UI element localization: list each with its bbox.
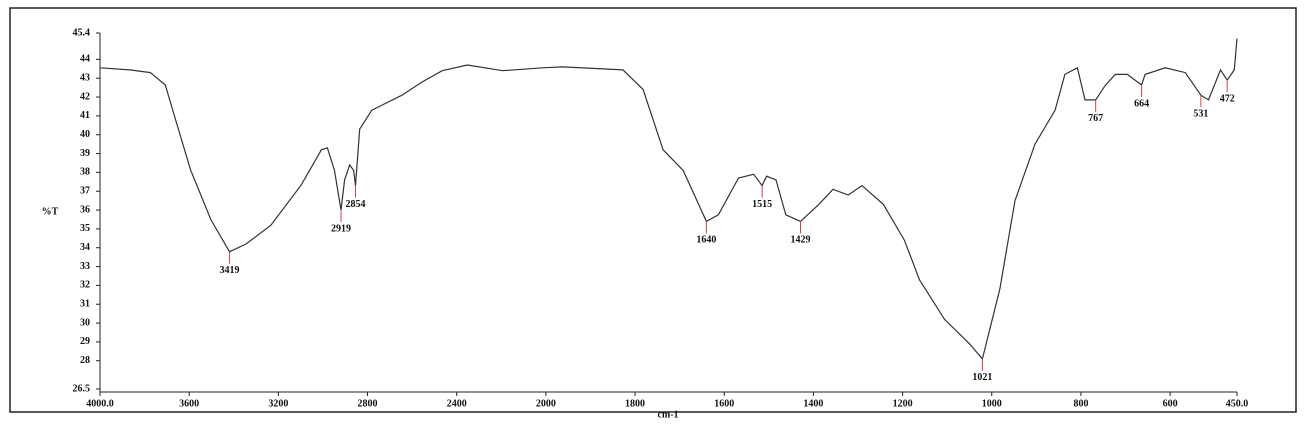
peak-label: 2919 [331,223,351,234]
y-tick-label: 31 [80,299,90,310]
y-tick-label: 32 [80,280,90,291]
peak-label: 3419 [220,265,240,276]
x-tick-label: 3600 [179,398,199,409]
peak-label: 531 [1193,108,1208,119]
y-tick-label: 28 [80,355,90,366]
peak-label: 1021 [972,372,992,383]
x-tick-label: 800 [1073,398,1088,409]
x-tick-label: 1800 [625,398,645,409]
y-tick-label: 40 [80,129,90,140]
y-tick-label: 26.5 [73,383,91,394]
x-tick-label: 600 [1163,398,1178,409]
x-tick-label: 4000.0 [86,398,114,409]
y-tick-label: 37 [80,186,90,197]
y-tick-label: 29 [80,336,90,347]
frame [9,7,1297,413]
peak-label: 472 [1220,93,1235,104]
y-tick-label: 35 [80,223,90,234]
x-tick-label: 1600 [714,398,734,409]
peak-label: 1640 [696,235,716,246]
y-tick-label: 38 [80,167,90,178]
y-tick-label: 42 [80,91,90,102]
y-tick-label: 39 [80,148,90,159]
x-tick-label: 2400 [447,398,467,409]
y-tick-label: 45.4 [73,27,91,38]
x-tick-label: 450.0 [1226,398,1249,409]
x-tick-label: 2800 [358,398,378,409]
peak-label: 767 [1088,113,1103,124]
y-tick-label: 43 [80,73,90,84]
peak-label: 2854 [345,199,365,210]
y-tick-label: 33 [80,261,90,272]
x-tick-label: 1000 [982,398,1002,409]
y-tick-label: 34 [80,242,90,253]
x-tick-label: 1400 [803,398,823,409]
y-tick-label: 30 [80,317,90,328]
x-axis-label: cm-1 [657,409,678,420]
x-tick-label: 3200 [268,398,288,409]
y-axis-label: %T [42,206,59,217]
y-tick-label: 41 [80,110,90,121]
peak-label: 664 [1134,98,1149,109]
y-tick-label: 44 [80,54,90,65]
peak-label: 1515 [752,199,772,210]
x-tick-label: 1200 [893,398,913,409]
x-tick-label: 2000 [536,398,556,409]
y-tick-label: 36 [80,204,90,215]
spectrum-line [99,38,1238,361]
peak-label: 1429 [790,235,810,246]
